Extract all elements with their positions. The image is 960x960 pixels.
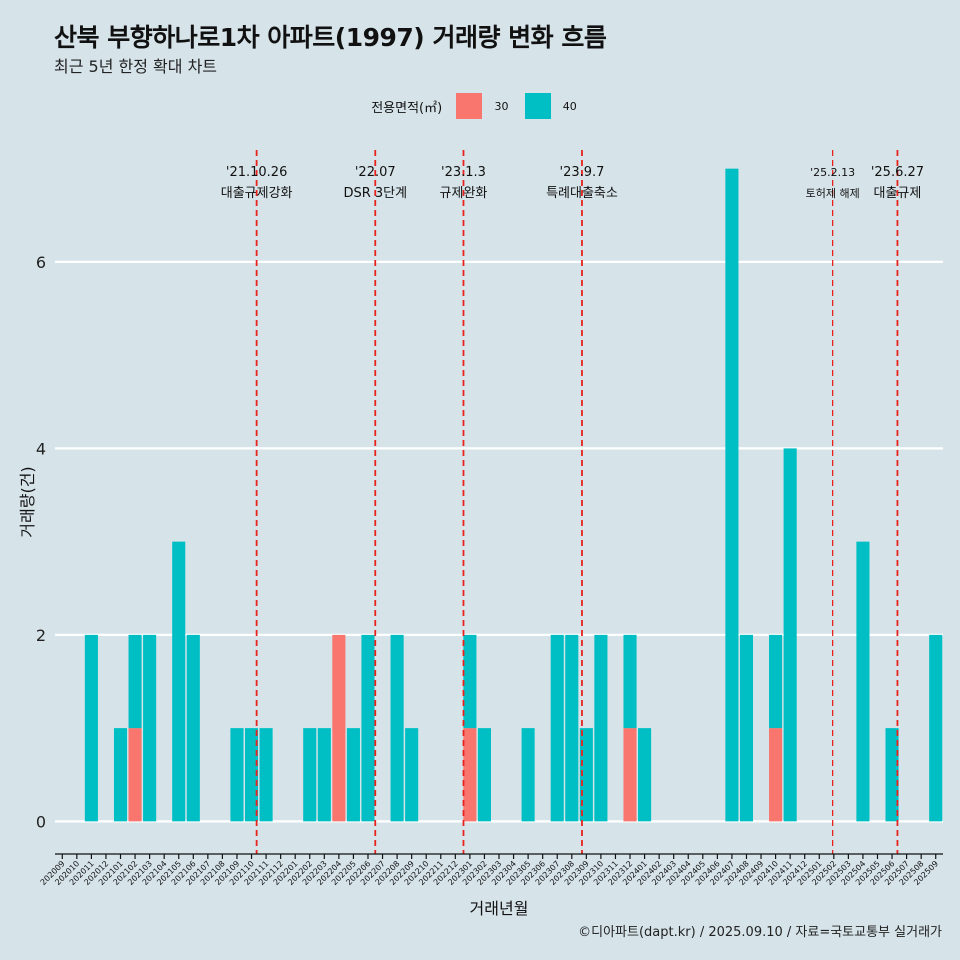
bar-40 xyxy=(565,634,579,822)
bar-40 xyxy=(361,634,375,822)
bar-40 xyxy=(143,634,157,822)
bar-40 xyxy=(463,634,477,729)
event-label: 대출규제 xyxy=(874,186,922,201)
legend-label-40: 40 xyxy=(562,99,577,113)
chart-title: 산북 부향하나로1차 아파트(1997) 거래량 변화 흐름 xyxy=(54,23,607,52)
bar-40 xyxy=(623,634,637,729)
bar-40 xyxy=(84,634,98,822)
source-caption: ©디아파트(dapt.kr) / 2025.09.10 / 자료=국토교통부 실… xyxy=(578,925,942,940)
bar-40 xyxy=(521,728,535,822)
legend-key-40 xyxy=(524,93,551,119)
legend-title: 전용면적(㎡) xyxy=(371,100,443,116)
event-label: 토허제 해제 xyxy=(806,186,860,200)
bar-30 xyxy=(463,728,477,822)
bar-40 xyxy=(303,728,317,822)
event-label: 대출규제강화 xyxy=(221,186,293,201)
event-label: 규제완화 xyxy=(440,186,488,201)
bar-40 xyxy=(230,728,244,822)
bar-40 xyxy=(172,541,186,822)
bar-40 xyxy=(725,168,739,822)
event-date: '21.10.26 xyxy=(226,165,287,180)
bar-40 xyxy=(405,728,419,822)
y-tick-label: 0 xyxy=(36,812,46,831)
bar-40 xyxy=(186,634,200,822)
legend-key-30 xyxy=(456,93,483,119)
y-tick-label: 6 xyxy=(36,253,46,272)
bar-40 xyxy=(638,728,652,822)
event-date: '25.2.13 xyxy=(810,166,855,179)
legend: 전용면적(㎡) 30 40 xyxy=(0,93,960,119)
bar-40 xyxy=(128,634,142,729)
bar-30 xyxy=(128,728,142,822)
bar-40 xyxy=(783,448,797,822)
y-tick-label: 2 xyxy=(36,626,46,645)
event-label: 특례대출축소 xyxy=(546,186,618,201)
legend-label-30: 30 xyxy=(494,99,509,113)
bar-40 xyxy=(550,634,564,822)
bar-40 xyxy=(346,728,360,822)
bar-40 xyxy=(594,634,608,822)
bar-40 xyxy=(244,728,259,822)
chart-subtitle: 최근 5년 한정 확대 차트 xyxy=(54,57,218,76)
bar-40 xyxy=(259,728,273,822)
bar-30 xyxy=(623,728,637,822)
bar-40 xyxy=(856,541,870,822)
bar-40 xyxy=(929,634,943,822)
event-date: '23.9.7 xyxy=(560,165,605,180)
y-tick-label: 4 xyxy=(36,439,46,458)
bar-30 xyxy=(332,634,346,822)
bar-40 xyxy=(739,634,754,822)
bar-40 xyxy=(390,634,404,822)
bar-40 xyxy=(769,634,783,729)
bar-40 xyxy=(477,728,491,822)
event-label: DSR 3단계 xyxy=(343,186,407,201)
event-date: '25.6.27 xyxy=(871,165,924,180)
bar-40 xyxy=(317,728,331,822)
bar-40 xyxy=(885,728,899,822)
bar-40 xyxy=(579,728,593,822)
y-axis-title: 거래량(건) xyxy=(18,466,37,537)
x-axis-title: 거래년월 xyxy=(470,899,529,918)
bar-40 xyxy=(113,728,128,822)
event-date: '23.1.3 xyxy=(441,165,486,180)
bar-30 xyxy=(769,728,783,822)
event-date: '22.07 xyxy=(355,165,396,180)
